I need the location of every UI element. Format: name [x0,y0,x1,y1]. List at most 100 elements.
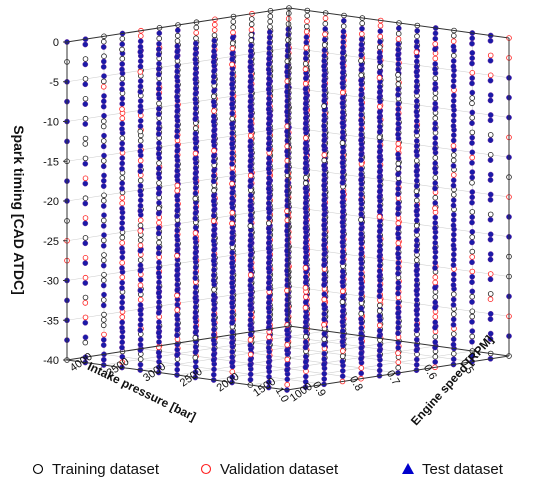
test-point [339,194,346,201]
test-point [321,316,328,323]
test-point [376,49,383,56]
validation-point [432,205,438,212]
validation-point [174,307,181,313]
test-point [413,89,420,95]
test-point [450,162,457,169]
validation-point [377,33,384,40]
test-point [339,254,346,260]
test-point [469,273,476,280]
training-point [432,294,439,300]
test-point [266,115,272,122]
training-point [395,166,402,172]
test-point [450,262,457,268]
test-point [229,235,236,241]
test-point [247,103,254,110]
test-point [450,231,457,238]
test-point [229,190,236,196]
test-point [302,373,309,380]
test-point [229,175,236,182]
test-point [174,262,181,268]
test-point [469,214,476,221]
test-point [450,123,457,129]
test-point [432,359,439,365]
training-point [432,115,439,121]
test-point [174,103,181,109]
test-point [321,262,327,268]
test-point [265,344,272,351]
test-point [192,45,199,52]
test-point [487,157,494,163]
test-point [339,208,346,215]
test-point [339,55,346,62]
test-point [174,207,181,214]
test-point [247,178,254,184]
test-point [395,151,401,158]
test-point [229,229,236,236]
test-point [321,137,328,144]
training-point [137,222,144,229]
test-point [432,160,439,167]
validation-point [229,220,235,227]
test-point [376,143,383,150]
test-point [156,60,162,67]
test-point [174,27,181,34]
test-point [137,302,144,308]
test-point [155,245,162,251]
validation-point [339,348,346,354]
test-point [137,49,144,55]
test-point [174,173,180,180]
test-point [137,83,144,90]
test-point [211,48,217,55]
training-point [267,18,274,25]
test-point [265,101,272,107]
validation-point [248,26,255,33]
test-point [358,305,365,312]
test-point [413,277,420,283]
test-point [137,103,144,110]
test-point [174,301,181,308]
test-point [137,262,144,269]
test-point [395,330,401,337]
test-point [376,168,383,175]
test-point [265,200,272,207]
test-point [174,148,181,154]
training-point [469,234,476,240]
test-point [174,74,180,80]
test-point [229,255,236,261]
test-point [358,137,364,144]
training-point [82,235,89,241]
test-point [340,44,346,51]
validation-point [192,230,199,236]
test-point [192,349,199,356]
test-point [100,103,107,110]
test-point [174,128,181,135]
test-point [339,109,346,116]
test-point [432,35,439,42]
test-point [302,239,309,246]
test-point [321,63,327,70]
legend-marker [402,463,414,474]
test-point [156,299,162,306]
test-point [469,239,475,246]
test-point [284,327,290,334]
test-point [174,213,180,219]
test-point [247,212,254,219]
test-point [192,40,199,47]
test-point [229,309,236,316]
validation-point [82,314,89,321]
training-point [100,123,107,130]
validation-point [137,228,144,234]
test-point [210,292,217,299]
test-point [358,256,364,263]
test-point [358,126,365,133]
test-point [395,185,402,192]
test-point [358,370,365,377]
test-point [192,255,199,262]
test-point [339,100,346,107]
test-point [413,327,420,334]
training-point [340,23,347,30]
test-point [265,106,272,113]
test-point [376,203,383,210]
test-point [376,288,383,294]
test-point [413,287,420,294]
